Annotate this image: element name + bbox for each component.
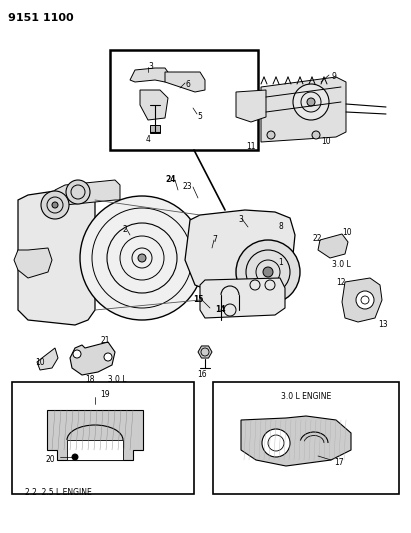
Polygon shape: [185, 210, 295, 295]
Text: 13: 13: [378, 320, 388, 329]
Circle shape: [312, 131, 320, 139]
Text: 10: 10: [321, 137, 330, 146]
Text: 21: 21: [100, 336, 109, 345]
Text: 8: 8: [278, 222, 283, 231]
Circle shape: [267, 131, 275, 139]
Circle shape: [80, 196, 204, 320]
Text: 9151 1100: 9151 1100: [8, 13, 74, 23]
Circle shape: [72, 454, 78, 460]
Bar: [12, 382, 194, 494]
Circle shape: [293, 84, 329, 120]
Text: 3: 3: [238, 215, 243, 224]
Polygon shape: [14, 248, 52, 278]
Text: 15: 15: [193, 295, 203, 304]
Circle shape: [104, 353, 112, 361]
Text: 2.2  2.5 L ENGINE: 2.2 2.5 L ENGINE: [25, 488, 92, 497]
Text: 3.0 L ENGINE: 3.0 L ENGINE: [281, 392, 331, 401]
Polygon shape: [241, 416, 351, 466]
Circle shape: [73, 350, 81, 358]
Circle shape: [138, 254, 146, 262]
Text: 12: 12: [336, 278, 346, 287]
Polygon shape: [37, 348, 58, 370]
Text: 3.0 L: 3.0 L: [332, 260, 351, 269]
Polygon shape: [70, 342, 115, 375]
Text: 10: 10: [35, 358, 45, 367]
Polygon shape: [47, 410, 143, 460]
Text: 4: 4: [145, 135, 150, 144]
Polygon shape: [342, 278, 382, 322]
Text: 3.0 L: 3.0 L: [103, 375, 127, 384]
Text: 19: 19: [100, 390, 110, 399]
Polygon shape: [55, 180, 120, 205]
Circle shape: [356, 291, 374, 309]
Text: 24: 24: [165, 175, 175, 184]
Polygon shape: [18, 188, 95, 325]
Circle shape: [262, 429, 290, 457]
Bar: [110, 50, 258, 150]
Polygon shape: [165, 72, 205, 92]
Text: 17: 17: [334, 458, 344, 467]
Polygon shape: [236, 90, 266, 122]
Bar: [150, 125, 160, 133]
Text: 23: 23: [182, 182, 192, 191]
Text: 14: 14: [215, 305, 226, 314]
Circle shape: [307, 98, 315, 106]
Text: 10: 10: [342, 228, 352, 237]
Text: 2: 2: [122, 225, 127, 234]
Text: 20: 20: [45, 455, 55, 464]
Circle shape: [263, 267, 273, 277]
Circle shape: [236, 240, 300, 304]
Polygon shape: [200, 278, 285, 318]
Circle shape: [52, 202, 58, 208]
Text: 1: 1: [278, 258, 283, 267]
Polygon shape: [261, 77, 346, 142]
Text: 22: 22: [312, 234, 321, 243]
Polygon shape: [198, 346, 212, 358]
Polygon shape: [130, 68, 170, 82]
Text: 16: 16: [197, 370, 207, 379]
Circle shape: [41, 191, 69, 219]
Text: 7: 7: [212, 235, 217, 244]
Text: 11: 11: [246, 142, 256, 151]
Text: 9: 9: [331, 72, 336, 81]
Text: 5: 5: [197, 112, 202, 121]
Polygon shape: [67, 440, 123, 460]
Circle shape: [66, 180, 90, 204]
Text: 3: 3: [148, 62, 153, 71]
Polygon shape: [318, 234, 348, 258]
Text: 18: 18: [85, 375, 95, 384]
Text: 6: 6: [185, 80, 190, 89]
Polygon shape: [140, 90, 168, 120]
Bar: [213, 382, 399, 494]
